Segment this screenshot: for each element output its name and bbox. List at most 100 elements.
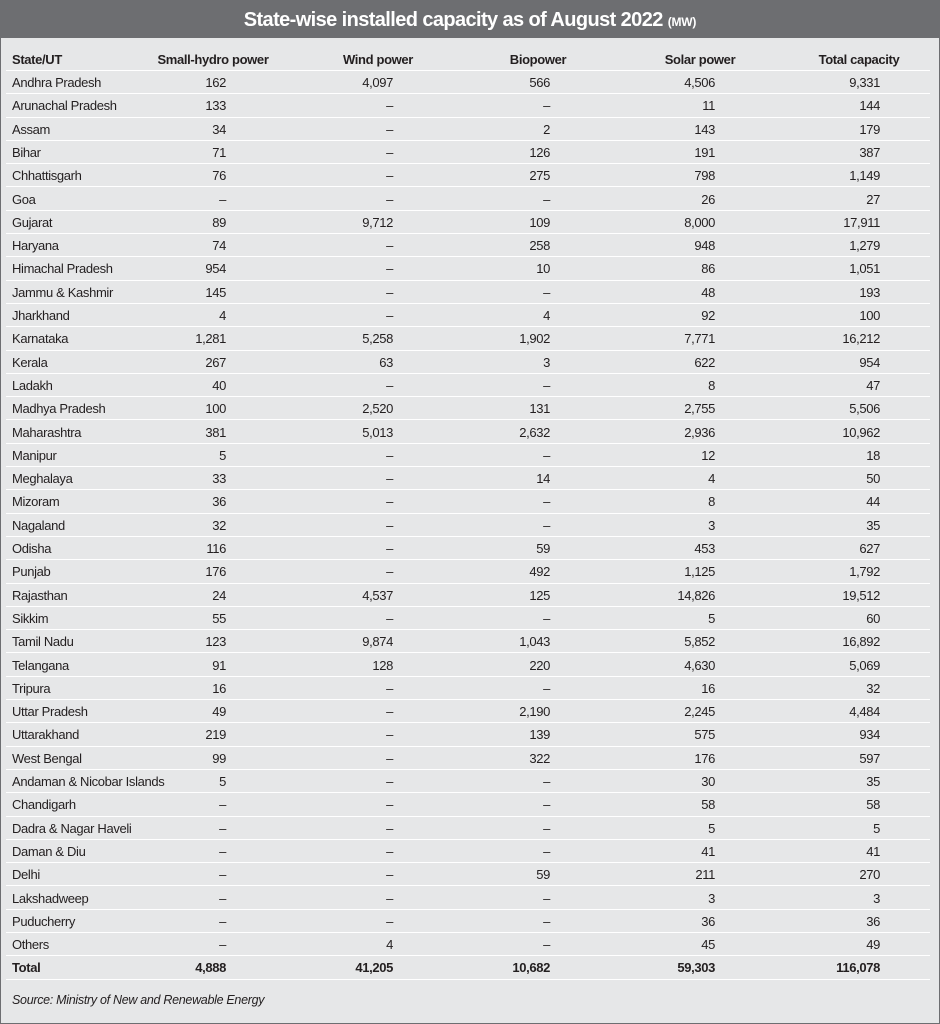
cell-biopower: 126 [529,144,550,160]
cell-state: Bihar [12,144,41,160]
cell-state: Total [12,960,41,976]
cell-state: Karnataka [12,331,69,347]
cell-small-hydro: 24 [212,587,226,603]
table-row: Uttarakhand 219 – 139 575 934 [0,723,930,747]
cell-small-hydro: – [219,937,226,953]
cell-total-capacity: 18 [866,447,880,463]
cell-state: Jharkhand [12,308,70,323]
cell-small-hydro: 123 [205,634,226,650]
table-row: Telangana 91 128 220 4,630 5,069 [0,654,930,678]
cell-small-hydro: 33 [212,471,226,487]
cell-biopower: 139 [529,727,550,743]
cell-total-capacity: 60 [866,610,880,626]
table-row: Haryana 74 – 258 948 1,279 [0,234,930,258]
cell-solar: 4,506 [684,75,715,90]
cell-solar: 453 [694,541,715,556]
cell-total-capacity: 50 [866,471,880,487]
cell-wind: – [386,447,393,463]
cell-small-hydro: 36 [212,494,226,510]
cell-solar: 11 [702,98,715,114]
cell-wind: – [386,377,393,393]
cell-small-hydro: – [219,867,226,883]
cell-biopower: – [543,191,550,207]
cell-solar: 92 [701,308,715,323]
cell-total-capacity: 32 [866,680,880,696]
cell-biopower: – [543,494,550,510]
cell-state: Chandigarh [12,797,76,813]
table-row: Assam 34 – 2 143 179 [0,118,930,142]
cell-state: Uttar Pradesh [12,704,88,720]
cell-biopower: 125 [529,587,550,603]
table-row: Karnataka 1,281 5,258 1,902 7,771 16,212 [0,327,930,351]
cell-wind: 41,205 [355,960,393,976]
cell-solar: 798 [694,168,715,184]
header-small-hydro: Small-hydro power [157,51,269,67]
table-row: Maharashtra 381 5,013 2,632 2,936 10,962 [0,421,930,445]
cell-state: Tripura [12,680,51,696]
cell-solar: 8 [708,377,715,393]
cell-biopower: 109 [529,214,550,230]
table-row: Mizoram 36 – – 8 44 [0,490,930,514]
cell-biopower: 258 [529,238,550,254]
cell-state: Others [12,937,49,953]
cell-small-hydro: – [219,913,226,929]
cell-state: Haryana [12,238,59,254]
cell-total-capacity: 5,069 [849,657,880,673]
table-row: Madhya Pradesh 100 2,520 131 2,755 5,506 [0,397,930,421]
table-row: Manipur 5 – – 12 18 [0,444,930,468]
cell-small-hydro: – [219,890,226,906]
cell-solar: 36 [701,913,715,929]
cell-biopower: – [543,913,550,929]
cell-total-capacity: 9,331 [849,75,880,90]
cell-solar: 1,125 [684,564,715,580]
cell-biopower: – [543,284,550,300]
cell-biopower: 492 [529,564,550,580]
cell-biopower: 59 [536,541,550,556]
cell-total-capacity: 16,212 [842,331,880,347]
cell-biopower: 275 [529,168,550,184]
cell-state: Sikkim [12,610,49,626]
cell-state: Jammu & Kashmir [12,284,113,300]
cell-state: Chhattisgarh [12,168,82,184]
cell-state: Mizoram [12,494,60,510]
cell-total-capacity: 41 [866,843,880,859]
cell-wind: – [386,727,393,743]
cell-small-hydro: 71 [212,144,226,160]
cell-state: Manipur [12,447,57,463]
table-title: State-wise installed capacity as of Augu… [0,0,940,38]
cell-wind: – [386,471,393,487]
cell-solar: 5 [708,610,715,626]
cell-state: Nagaland [12,517,65,533]
cell-total-capacity: 17,911 [843,214,880,230]
cell-small-hydro: 4,888 [195,960,226,976]
table-row: Kerala 267 63 3 622 954 [0,351,930,375]
cell-solar: 191 [694,144,715,160]
cell-wind: 63 [379,354,393,370]
cell-small-hydro: – [219,797,226,813]
cell-total-capacity: 193 [859,284,880,300]
table-row: Ladakh 40 – – 8 47 [0,374,930,398]
table-row: Goa – – – 26 27 [0,188,930,212]
header-state: State/UT [12,51,62,67]
cell-biopower: 220 [529,657,550,673]
header-solar: Solar power [664,51,736,67]
cell-state: Ladakh [12,377,53,393]
cell-wind: 4,097 [362,75,393,90]
table-row: Dadra & Nagar Haveli – – – 5 5 [0,817,930,841]
table-row: Rajasthan 24 4,537 125 14,826 19,512 [0,584,930,608]
cell-biopower: – [543,937,550,953]
cell-state: Maharashtra [12,424,82,440]
cell-small-hydro: 49 [212,704,226,720]
cell-wind: 2,520 [362,401,393,417]
table-row: Tripura 16 – – 16 32 [0,677,930,701]
cell-state: Daman & Diu [12,843,86,859]
table-row: Nagaland 32 – – 3 35 [0,514,930,538]
cell-biopower: – [543,890,550,906]
cell-solar: 30 [701,774,715,789]
cell-wind: – [386,98,393,114]
cell-solar: 8 [708,494,715,510]
cell-wind: – [386,750,393,766]
cell-state: Andaman & Nicobar Islands [12,774,165,789]
cell-total-capacity: 36 [866,913,880,929]
cell-wind: 4 [386,937,393,953]
